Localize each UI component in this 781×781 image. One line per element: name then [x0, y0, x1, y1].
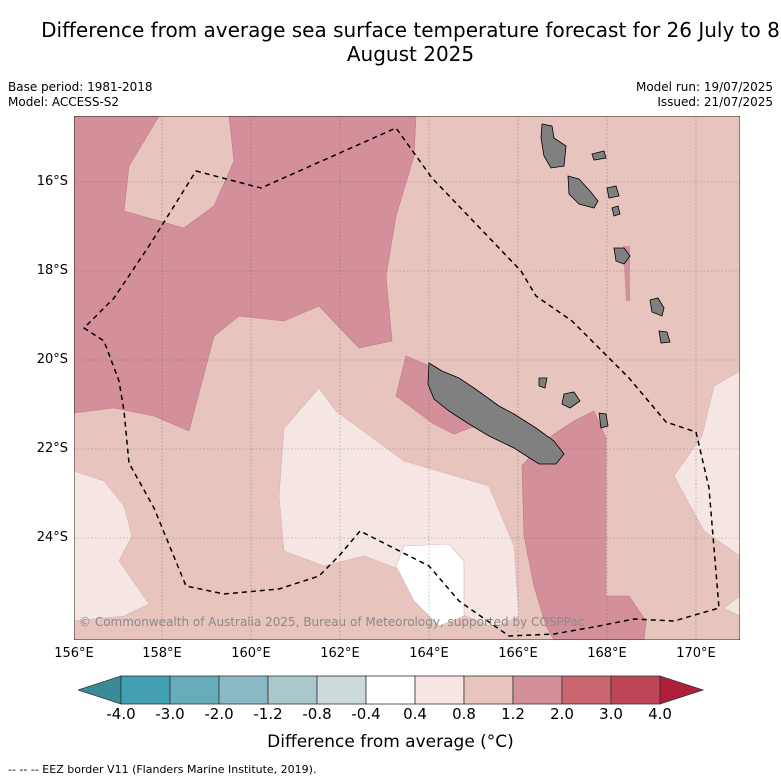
anomaly-region-0.4-0.8-east	[673, 370, 740, 617]
cb-tick: 3.0	[599, 705, 623, 723]
colorbar-cell	[365, 675, 416, 705]
cb-tick: -0.8	[302, 705, 332, 723]
anomaly-region-0.4-0.8-southwest	[74, 470, 150, 622]
issued-date: Issued: 21/07/2025	[657, 95, 773, 109]
cb-tick: -2.0	[204, 705, 234, 723]
colorbar	[78, 675, 705, 705]
islands	[427, 123, 671, 465]
vanuatu-island-8	[611, 205, 621, 217]
colorbar-over-triangle	[659, 675, 705, 705]
colorbar-cell	[414, 675, 465, 705]
lon-label-156e: 156°E	[54, 646, 94, 661]
colorbar-cell	[610, 675, 661, 705]
cb-tick: 2.0	[550, 705, 574, 723]
lat-label-18s: 18°S	[36, 263, 68, 278]
loyalty-island-1	[561, 391, 581, 409]
colorbar-cell	[267, 675, 318, 705]
cb-tick: 0.8	[452, 705, 476, 723]
sst-map: © Commonwealth of Australia 2025, Bureau…	[74, 116, 740, 640]
vanuatu-efate	[613, 247, 631, 265]
grid-lines	[74, 116, 740, 640]
cb-tick: 4.0	[648, 705, 672, 723]
colorbar-cell	[316, 675, 367, 705]
cb-tick: -3.0	[155, 705, 185, 723]
lon-label-170e: 170°E	[676, 646, 716, 661]
new-caledonia-island	[427, 362, 565, 465]
vanuatu-island-4	[606, 185, 620, 199]
vanuatu-santo	[540, 123, 567, 169]
eez-legend-note: -- -- -- EEZ border V11 (Flanders Marine…	[8, 763, 317, 776]
eez-border	[82, 127, 720, 637]
lon-label-164e: 164°E	[409, 646, 449, 661]
meta-right: Model run: 19/07/2025 Issued: 21/07/2025	[636, 80, 773, 110]
map-title: Difference from average sea surface temp…	[41, 18, 780, 66]
colorbar-cell	[218, 675, 269, 705]
colorbar-under-triangle	[78, 675, 122, 705]
lon-label-168e: 168°E	[587, 646, 627, 661]
cb-tick: 1.2	[501, 705, 525, 723]
colorbar-cell	[512, 675, 563, 705]
colorbar-cells	[120, 675, 661, 705]
vanuatu-erromango	[649, 297, 665, 317]
anomaly-region-neutral	[395, 543, 465, 627]
anomaly-region-1.2-2.0-south	[521, 410, 647, 640]
lon-label-162e: 162°E	[320, 646, 360, 661]
cb-tick: -1.2	[253, 705, 283, 723]
loyalty-island-3	[538, 377, 548, 389]
colorbar-cell	[120, 675, 171, 705]
colorbar-cell	[169, 675, 220, 705]
lon-label-166e: 166°E	[498, 646, 538, 661]
meta-left: Base period: 1981-2018 Model: ACCESS-S2	[8, 80, 153, 110]
vanuatu-tanna	[658, 330, 671, 344]
colorbar-label: Difference from average (°C)	[267, 732, 514, 752]
model-name: Model: ACCESS-S2	[8, 95, 120, 109]
lat-label-22s: 22°S	[36, 441, 68, 456]
lon-label-158e: 158°E	[142, 646, 182, 661]
vanuatu-island-2	[591, 150, 607, 161]
lat-label-24s: 24°S	[36, 530, 68, 545]
base-period: Base period: 1981-2018	[8, 80, 153, 94]
lat-label-16s: 16°S	[36, 174, 68, 189]
lon-label-160e: 160°E	[231, 646, 271, 661]
loyalty-island-2	[598, 412, 609, 429]
cb-tick: 0.4	[403, 705, 427, 723]
vanuatu-island-3	[567, 175, 599, 209]
copyright-text: © Commonwealth of Australia 2025, Bureau…	[79, 615, 584, 629]
colorbar-cell	[561, 675, 612, 705]
cb-tick: -4.0	[106, 705, 136, 723]
cb-tick: -0.4	[351, 705, 381, 723]
lat-label-20s: 20°S	[36, 352, 68, 367]
colorbar-cell	[463, 675, 514, 705]
model-run: Model run: 19/07/2025	[635, 80, 773, 94]
